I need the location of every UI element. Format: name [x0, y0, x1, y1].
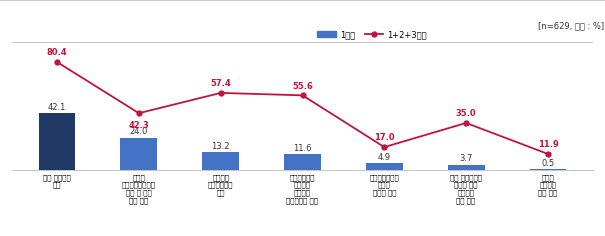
Bar: [448, 165, 485, 170]
Text: 0.5: 0.5: [541, 159, 554, 168]
Text: 13.2: 13.2: [211, 142, 230, 151]
Bar: [120, 138, 157, 170]
Bar: [39, 114, 76, 170]
Text: 11.6: 11.6: [293, 144, 312, 153]
Text: 17.0: 17.0: [374, 133, 394, 142]
Text: 3.7: 3.7: [459, 154, 473, 163]
Bar: [284, 154, 321, 170]
Bar: [366, 163, 403, 170]
Text: 57.4: 57.4: [211, 79, 231, 88]
Text: 4.9: 4.9: [378, 153, 391, 162]
Text: 55.6: 55.6: [292, 82, 313, 91]
Text: 42.3: 42.3: [128, 121, 149, 130]
Text: 80.4: 80.4: [47, 48, 67, 57]
Text: 24.0: 24.0: [129, 127, 148, 136]
Text: 35.0: 35.0: [456, 109, 476, 118]
Legend: 1순위, 1+2+3순위: 1순위, 1+2+3순위: [317, 30, 427, 39]
Bar: [202, 152, 239, 170]
Text: 11.9: 11.9: [537, 140, 558, 149]
Bar: [529, 169, 566, 170]
Text: 42.1: 42.1: [48, 103, 67, 112]
Text: [n=629, 단위 : %]: [n=629, 단위 : %]: [538, 21, 604, 30]
